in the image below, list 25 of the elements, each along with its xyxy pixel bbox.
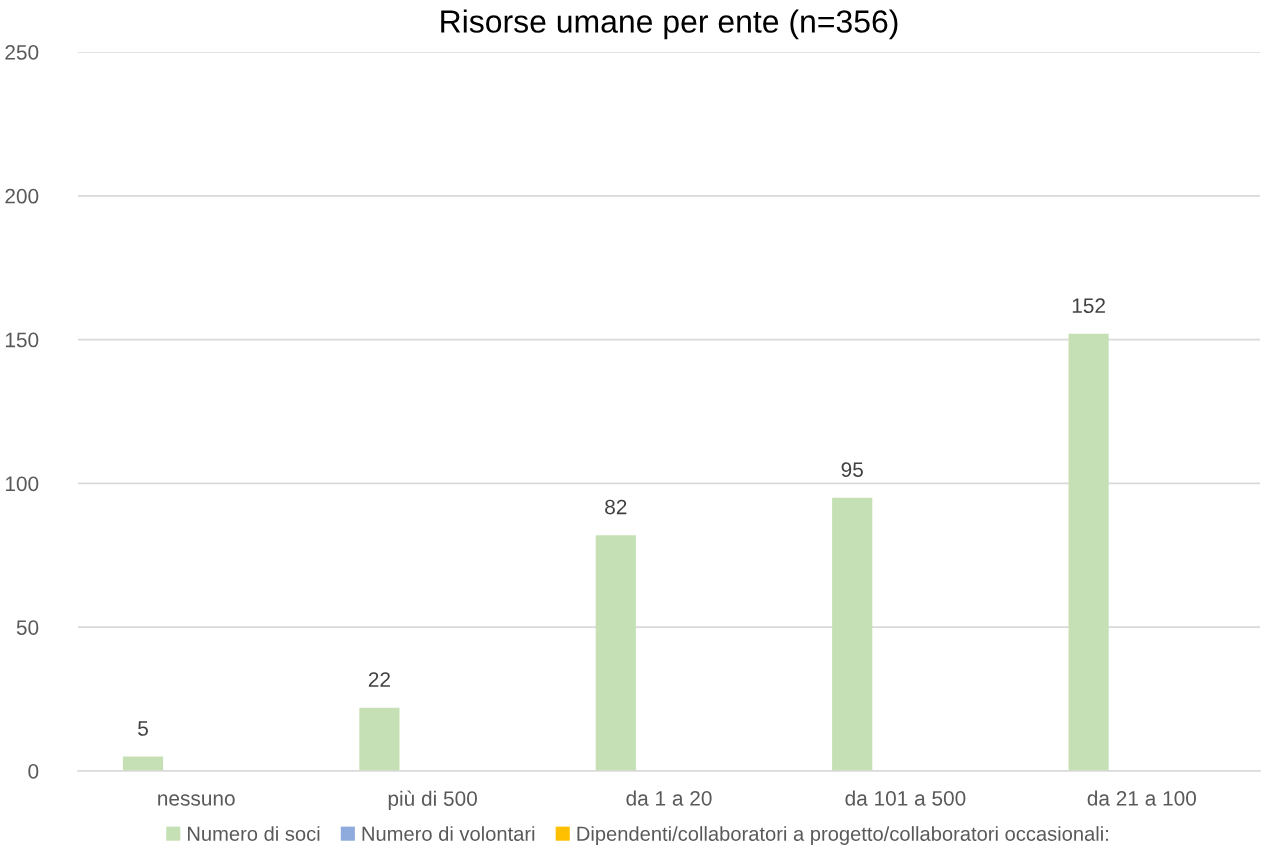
y-tick-label: 200: [5, 188, 39, 204]
x-tick-label: da 1 a 20: [626, 790, 712, 806]
x-tick-label: nessuno: [158, 794, 235, 806]
legend-label: Numero di soci: [188, 826, 320, 841]
y-tick-label: 0: [28, 764, 39, 779]
data-label: 22: [368, 672, 390, 687]
data-label: 152: [1072, 298, 1105, 314]
x-tick-label: più di 500: [388, 790, 477, 811]
bar: [1068, 333, 1109, 771]
bar: [122, 756, 164, 771]
y-tick-label: 150: [5, 332, 39, 348]
bar: [595, 535, 636, 771]
data-label: 95: [841, 462, 863, 477]
chart-title: Risorse umane per ente (n=356): [441, 9, 898, 40]
y-tick-label: 100: [5, 476, 39, 492]
data-label: 5: [138, 721, 148, 736]
x-tick-label: da 21 a 100: [1087, 790, 1197, 806]
x-tick-label: da 101 a 500: [845, 790, 966, 806]
legend-label: Numero di volontari: [362, 826, 535, 841]
legend-label: Dipendenti/collaboratori a progetto/collaboratori occasionali:: [577, 826, 1108, 845]
y-tick-label: 250: [5, 45, 39, 60]
bar: [359, 707, 400, 771]
y-tick-label: 50: [16, 620, 39, 635]
data-label: 82: [605, 499, 627, 515]
bar: [832, 497, 873, 771]
